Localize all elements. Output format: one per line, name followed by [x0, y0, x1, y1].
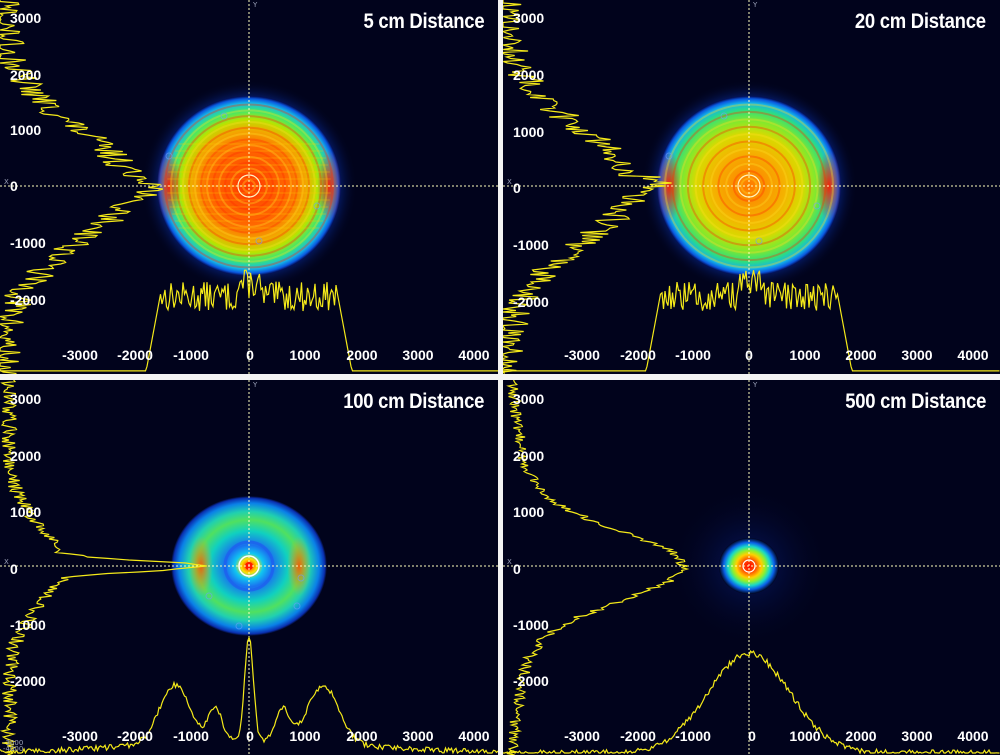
- y-axis-letter: Y: [252, 1, 258, 9]
- x-tick-label: 4000: [957, 728, 988, 744]
- y-tick-label: 1000: [10, 504, 41, 520]
- x-tick-label: -1000: [173, 347, 209, 363]
- vertical-profile-trace: [506, 380, 690, 755]
- x-axis-letter: X: [507, 178, 512, 186]
- x-tick-label: -2000: [117, 347, 153, 363]
- x-tick-label: -1000: [675, 347, 711, 363]
- horizontal-profile-trace: [0, 636, 498, 755]
- x-tick-label: -2000: [117, 728, 153, 744]
- y-tick-label: 2000: [10, 448, 41, 464]
- y-tick-label: 0: [10, 178, 18, 194]
- panel-20cm: Y X -3000 -2000 -1000 0 1000 2000 3000 4000 3000 20…: [503, 0, 1000, 374]
- x-tick-label: 2000: [346, 728, 377, 744]
- x-tick-label: 0: [246, 728, 254, 744]
- horizontal-profile-trace: [503, 649, 1000, 755]
- y-tick-label: 3000: [10, 10, 41, 26]
- x-tick-label: 3000: [901, 347, 932, 363]
- x-tick-label: -1000: [173, 728, 209, 744]
- x-axis-letter: X: [507, 558, 512, 566]
- x-tick-label: -3000: [62, 347, 98, 363]
- beam-plot: Y X -3000 -2000 -1000 0 1000 2000 3000 4000 3000 20…: [0, 0, 498, 374]
- y-tick-label: 2000: [10, 67, 41, 83]
- y-tick-label: -1000: [513, 237, 549, 253]
- panel-5cm: Y X -3000 -2000 -1000 0 1000 2000 3000 4000 3000 20…: [0, 0, 498, 374]
- y-tick-label: -1000: [10, 235, 46, 251]
- y-tick-label: 3000: [513, 391, 544, 407]
- x-tick-label: 1000: [789, 347, 820, 363]
- vertical-profile-trace: [0, 380, 207, 755]
- y-tick-label: 1000: [10, 122, 41, 138]
- beam-plot: Y X -3000 -2000 -1000 0 1000 2000 3000 4000 3000 20…: [503, 0, 1000, 374]
- y-tick-label: 0: [513, 561, 521, 577]
- crosshair: [0, 0, 498, 374]
- y-tick-label: 0: [10, 561, 18, 577]
- x-tick-label: 0: [748, 728, 756, 744]
- x-tick-label: 3000: [402, 347, 433, 363]
- x-tick-label: 1000: [789, 728, 820, 744]
- crosshair: [503, 380, 1000, 755]
- x-tick-label: -2000: [620, 347, 656, 363]
- x-tick-label: -2000: [620, 728, 656, 744]
- horizontal-profile-trace: [0, 269, 498, 372]
- y-tick-label: 1000: [513, 124, 544, 140]
- x-tick-label: -3000: [564, 728, 600, 744]
- y-tick-label: -1000: [10, 617, 46, 633]
- y-axis-letter: Y: [752, 1, 758, 9]
- x-tick-label: 4000: [458, 347, 489, 363]
- panel-title: 5 cm Distance: [363, 10, 484, 33]
- y-axis-letter: Y: [252, 381, 258, 389]
- x-tick-label: 3000: [402, 728, 433, 744]
- vertical-profile-trace: [503, 0, 672, 374]
- y-tick-label: -1000: [513, 617, 549, 633]
- y-tick-label: -2000: [10, 292, 46, 308]
- y-tick-label: 1000: [513, 504, 544, 520]
- x-tick-label: 0: [745, 347, 753, 363]
- y-tick-label: -2000: [513, 294, 549, 310]
- panel-title: 20 cm Distance: [855, 10, 986, 33]
- x-tick-label: 2000: [845, 347, 876, 363]
- x-tick-label: 0: [246, 347, 254, 363]
- vertical-profile-trace: [0, 0, 163, 374]
- panel-500cm: Y X -3000 -2000 -1000 0 1000 2000 3000 4000 3000 20…: [503, 380, 1000, 755]
- y-tick-label: 0: [513, 180, 521, 196]
- x-tick-label: -3000: [62, 728, 98, 744]
- x-tick-label: 1000: [289, 728, 320, 744]
- beam-plot: Y X -3000 -2000 -1000 0 1000 2000 3000 4000 3000 20…: [503, 380, 1000, 755]
- beam-plot: Y X -3000 -2000 -1000 0 1000 2000 3000 4000 3000 20…: [0, 380, 498, 755]
- panel-title: 500 cm Distance: [845, 390, 986, 413]
- x-tick-label: 4000: [957, 347, 988, 363]
- panel-title: 100 cm Distance: [343, 390, 484, 413]
- y-tick-label: -2000: [10, 673, 46, 689]
- y-tick-label: 3000: [10, 391, 41, 407]
- crosshair: [0, 380, 498, 755]
- x-axis-letter: X: [4, 558, 9, 566]
- x-tick-label: 1000: [289, 347, 320, 363]
- x-tick-label: 2000: [845, 728, 876, 744]
- y-tick-label: -2000: [513, 673, 549, 689]
- x-tick-label: 4000: [458, 728, 489, 744]
- corner-tick-label: -4000: [3, 745, 23, 753]
- crosshair: [503, 0, 1000, 374]
- x-tick-label: 2000: [346, 347, 377, 363]
- y-tick-label: 2000: [513, 448, 544, 464]
- x-tick-label: -3000: [564, 347, 600, 363]
- x-tick-label: 3000: [901, 728, 932, 744]
- y-axis-letter: Y: [752, 381, 758, 389]
- horizontal-profile-trace: [503, 270, 1000, 372]
- x-axis-letter: X: [4, 178, 9, 186]
- x-tick-label: -1000: [675, 728, 711, 744]
- y-tick-label: 3000: [513, 10, 544, 26]
- corner-tick-label: -3000: [3, 739, 23, 747]
- panel-100cm: Y X -3000 -2000 -1000 0 1000 2000 3000 4000 3000 20…: [0, 380, 498, 755]
- y-tick-label: 2000: [513, 67, 544, 83]
